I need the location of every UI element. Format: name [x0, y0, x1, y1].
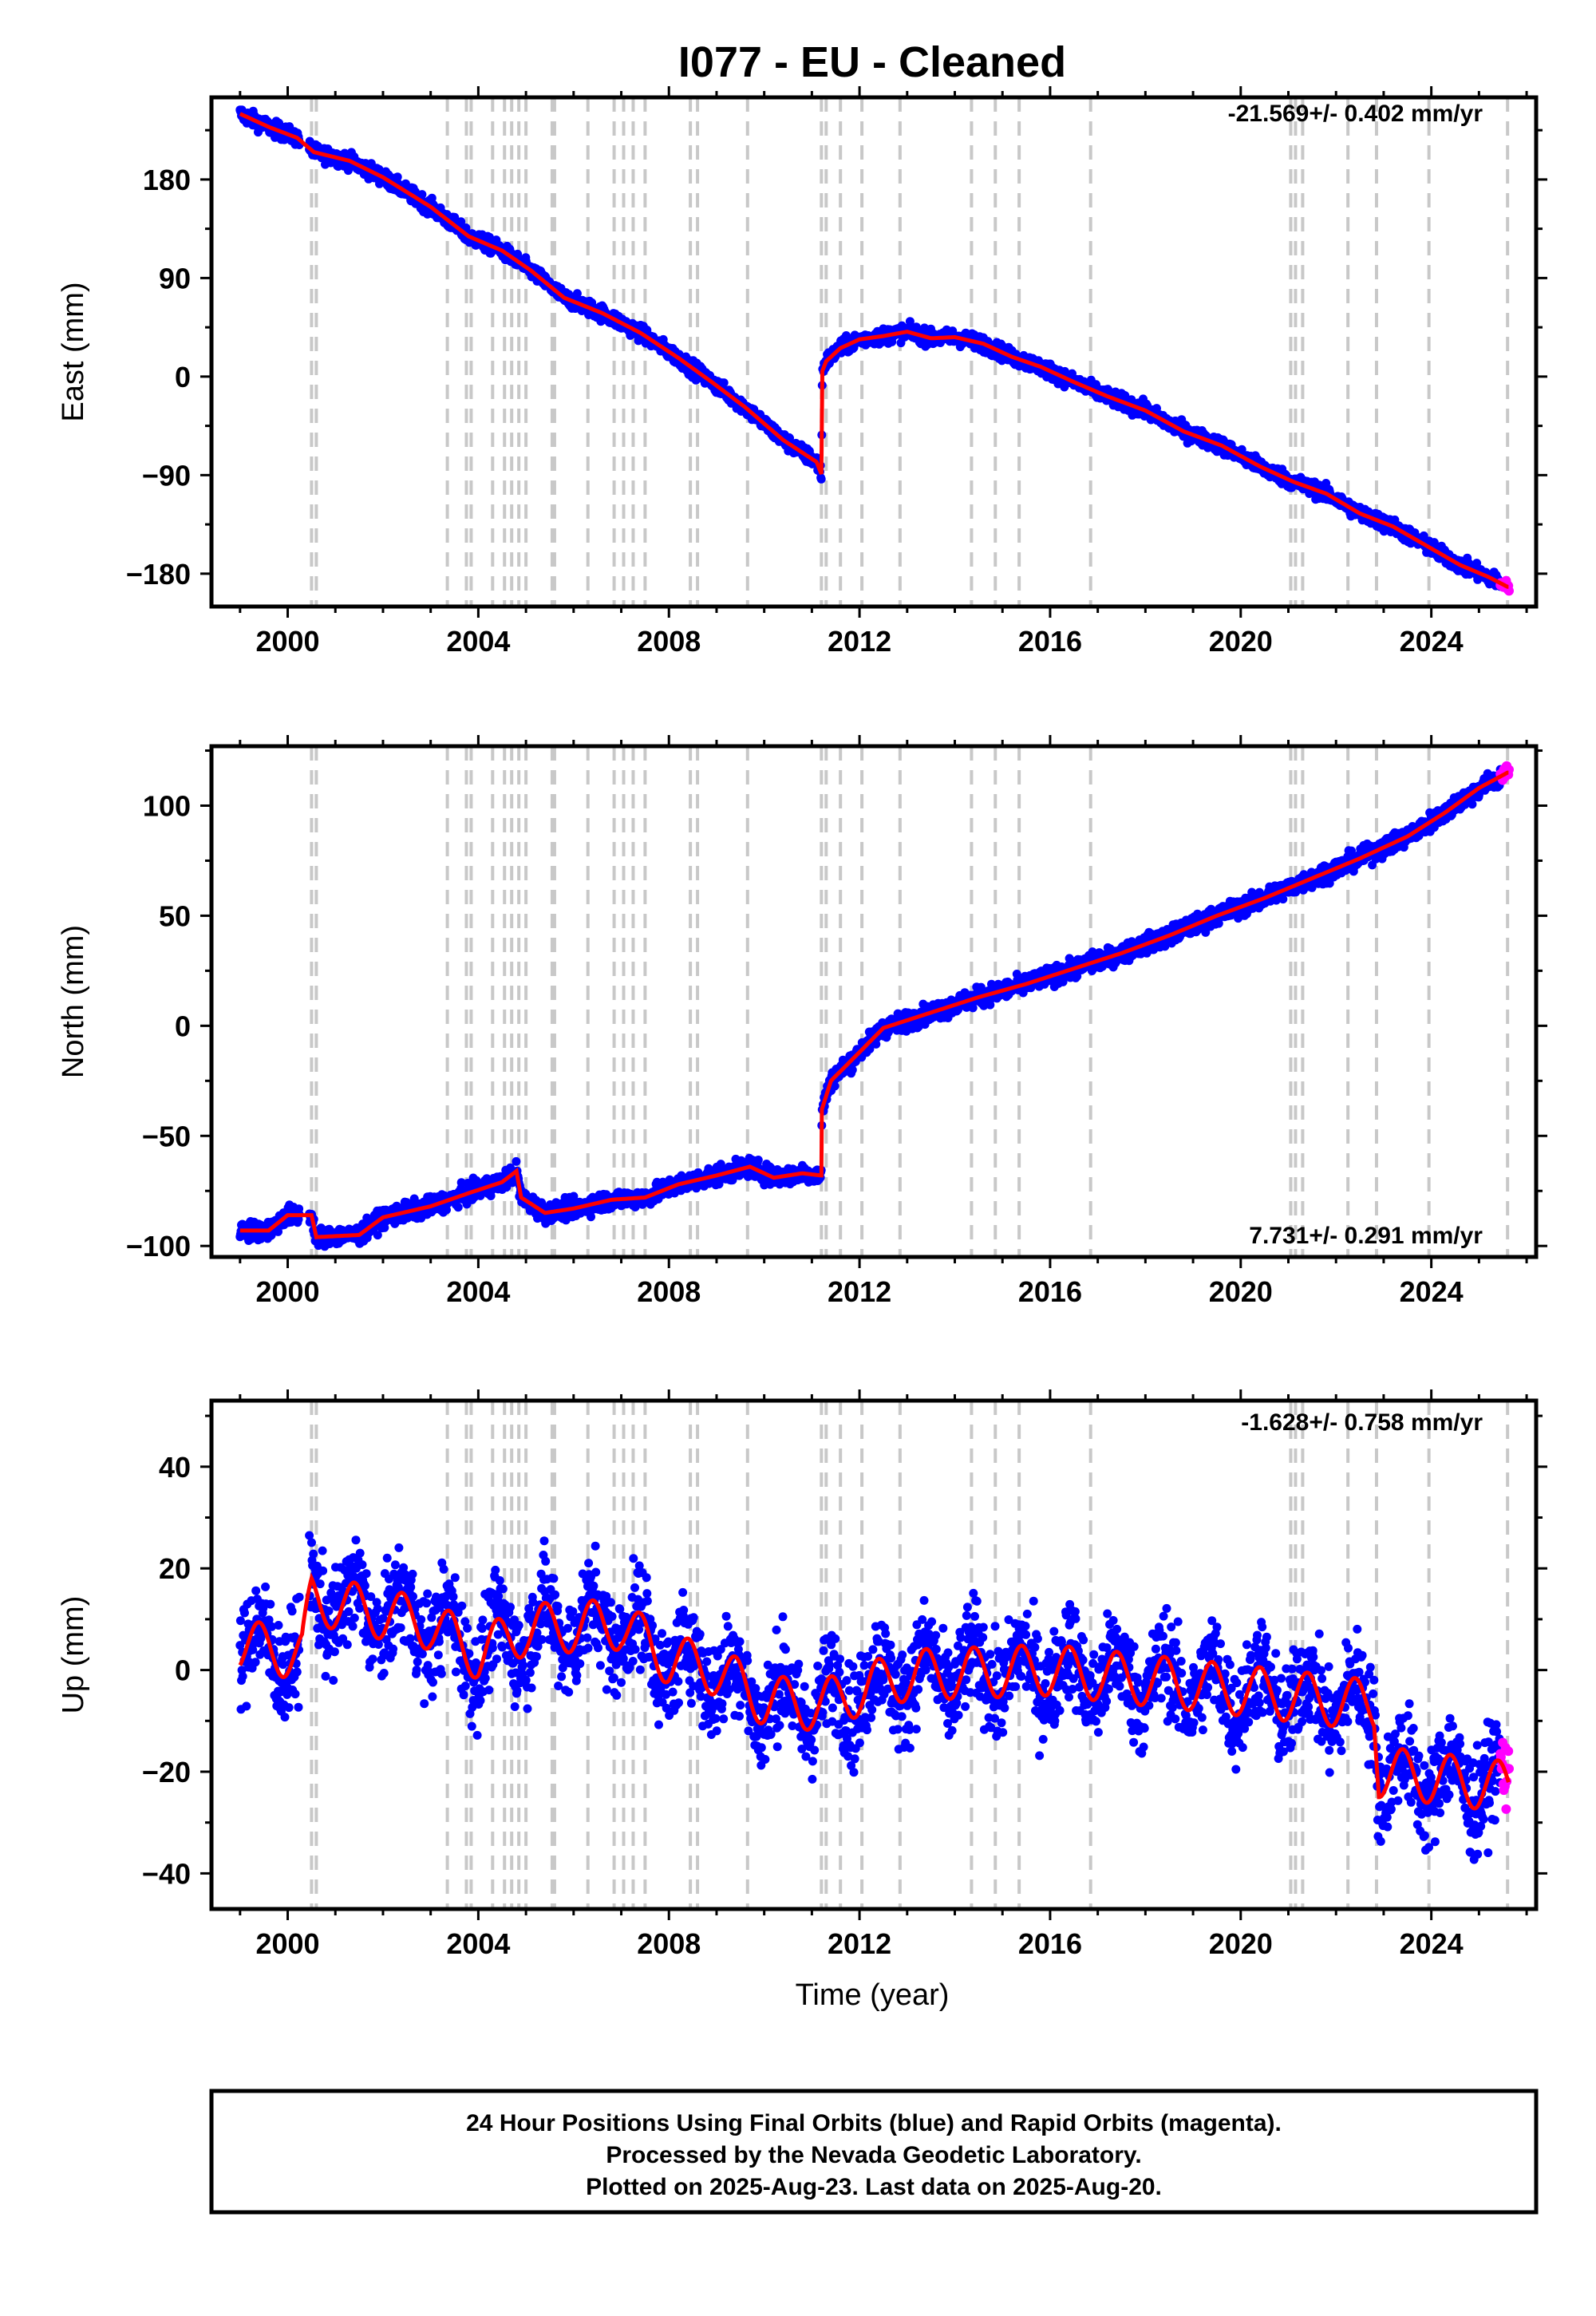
final-orbit-point — [393, 172, 402, 182]
east-panel: 2000 2004 2008 2012 2016 2020 2024 −180 −90 0 90 18… — [57, 86, 1547, 658]
final-orbit-point — [417, 190, 427, 200]
north-final-orbit-points — [235, 765, 1505, 1251]
final-orbit-point — [453, 1203, 463, 1212]
east-final-orbit-points — [235, 105, 1505, 591]
y-tick-label: −90 — [142, 459, 191, 492]
final-orbit-point — [905, 317, 915, 326]
y-tick-label: −180 — [126, 558, 191, 591]
east-plot-area — [235, 97, 1514, 607]
x-tick-label: 2012 — [828, 625, 891, 658]
figure-title: I077 - EU - Cleaned — [678, 38, 1066, 86]
final-orbit-point — [572, 289, 582, 298]
final-orbit-point — [275, 118, 284, 128]
east-model-curve — [239, 112, 1509, 589]
east-plot-frame — [209, 95, 1539, 609]
x-tick-label: 2016 — [1018, 625, 1082, 658]
final-orbit-point — [816, 474, 826, 484]
y-tick-label: 90 — [159, 262, 191, 294]
east-y-axis-label: East (mm) — [57, 282, 90, 421]
y-tick-label: 0 — [175, 361, 191, 393]
final-orbit-point — [719, 378, 729, 388]
x-tick-label: 2008 — [637, 625, 701, 658]
y-tick-label: 180 — [143, 164, 191, 196]
east-rate-label: -21.569+/- 0.402 mm/yr — [1228, 101, 1483, 127]
north-plot-area — [235, 746, 1514, 1257]
final-orbit-point — [587, 1212, 595, 1222]
final-orbit-point — [753, 1156, 763, 1164]
x-tick-label: 2000 — [255, 625, 319, 658]
x-tick-label: 2024 — [1400, 625, 1464, 658]
final-orbit-point — [456, 217, 466, 227]
x-tick-label: 2004 — [446, 625, 510, 658]
final-orbit-point — [512, 1156, 521, 1166]
north-panel: 2000 2004 2008 2012 2016 2020 2024−100−5005010… — [57, 735, 1547, 1308]
x-tick-label: 2020 — [1209, 625, 1273, 658]
